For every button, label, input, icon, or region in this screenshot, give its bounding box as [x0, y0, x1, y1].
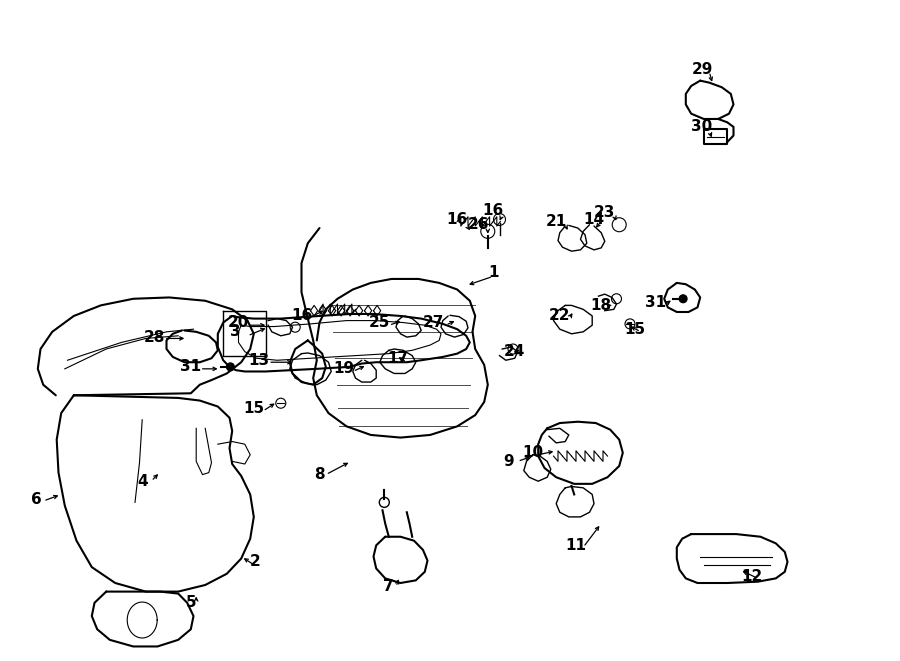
Text: 16: 16 — [291, 309, 312, 323]
Text: 5: 5 — [185, 596, 196, 610]
Text: 19: 19 — [333, 362, 355, 376]
Text: 24: 24 — [504, 344, 526, 359]
Text: 28: 28 — [144, 330, 166, 344]
Text: 17: 17 — [387, 351, 409, 366]
Text: 7: 7 — [383, 580, 394, 594]
Text: 23: 23 — [594, 206, 616, 220]
Text: 6: 6 — [31, 492, 41, 506]
Text: 15: 15 — [243, 401, 265, 416]
Text: 8: 8 — [314, 467, 325, 482]
Text: 25: 25 — [369, 315, 391, 330]
Circle shape — [227, 363, 234, 371]
Text: 4: 4 — [137, 474, 148, 488]
Text: 31: 31 — [180, 360, 202, 374]
Text: 20: 20 — [228, 315, 249, 330]
Text: 3: 3 — [230, 325, 241, 339]
Text: 10: 10 — [522, 446, 544, 460]
Circle shape — [680, 295, 687, 303]
Text: 15: 15 — [624, 322, 645, 336]
Text: 13: 13 — [248, 353, 270, 368]
Text: 29: 29 — [691, 62, 713, 77]
Text: 16: 16 — [446, 212, 468, 227]
Text: 12: 12 — [741, 569, 762, 584]
Text: 31: 31 — [644, 295, 666, 310]
Text: 18: 18 — [590, 298, 612, 313]
Text: 26: 26 — [468, 217, 490, 232]
Text: 27: 27 — [423, 315, 445, 330]
Text: 1: 1 — [488, 265, 499, 280]
Text: 11: 11 — [565, 538, 587, 553]
Text: 2: 2 — [249, 555, 260, 569]
Text: 21: 21 — [545, 214, 567, 229]
Text: 14: 14 — [583, 212, 605, 227]
Text: 9: 9 — [503, 454, 514, 469]
Text: 16: 16 — [482, 203, 504, 217]
Text: 22: 22 — [549, 309, 571, 323]
Text: 30: 30 — [691, 120, 713, 134]
